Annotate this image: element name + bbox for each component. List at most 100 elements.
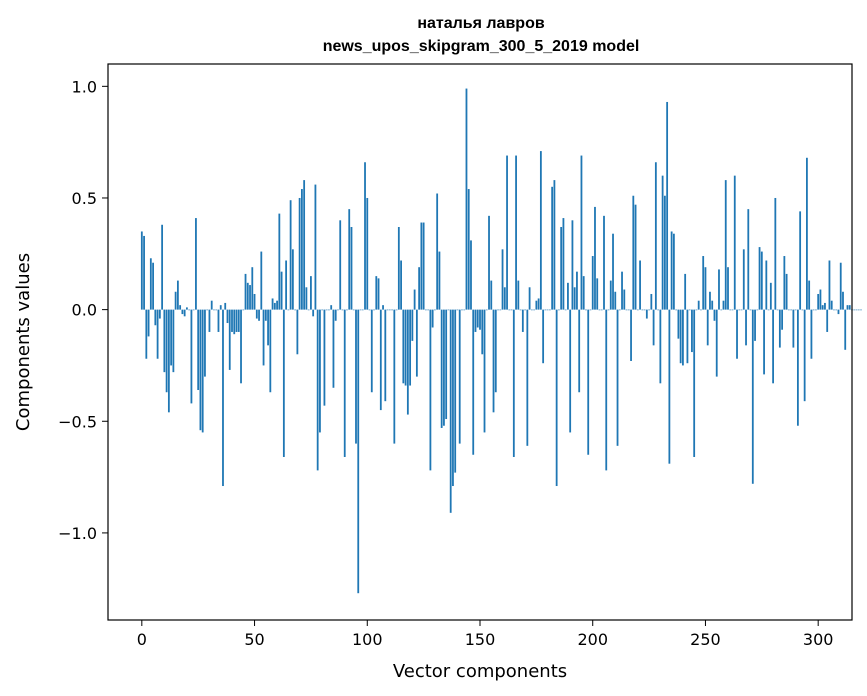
bar <box>587 309 590 455</box>
bar <box>483 309 486 433</box>
bar <box>481 309 484 355</box>
bar <box>260 251 263 310</box>
bar <box>853 309 856 311</box>
bar <box>564 309 567 311</box>
bar <box>343 309 346 457</box>
bar <box>544 309 547 311</box>
bar <box>287 309 290 311</box>
bar <box>235 309 238 332</box>
bar <box>510 309 513 311</box>
bar <box>195 218 197 310</box>
bar <box>618 309 621 311</box>
bar <box>562 218 565 310</box>
bar <box>375 276 378 310</box>
x-tick-label: 150 <box>465 630 496 649</box>
bar <box>555 309 558 487</box>
bar <box>494 309 497 393</box>
bar <box>158 309 161 319</box>
bar <box>745 309 747 346</box>
y-tick-label: −1.0 <box>58 524 97 543</box>
bar <box>296 309 299 355</box>
bar <box>666 101 669 310</box>
bar <box>337 309 339 311</box>
bar <box>285 260 288 310</box>
bar <box>242 309 245 311</box>
bar <box>163 309 166 373</box>
bar <box>474 309 477 332</box>
bar <box>828 260 831 310</box>
bar <box>742 249 745 310</box>
bar <box>219 305 222 310</box>
bar <box>312 309 315 317</box>
chart-title-line-2: news_upos_skipgram_300_5_2019 model <box>323 38 640 55</box>
bar <box>267 309 269 346</box>
bar <box>368 309 371 311</box>
bar <box>188 309 191 311</box>
bar <box>758 247 761 310</box>
bar <box>636 309 639 311</box>
bar <box>639 260 641 310</box>
bar <box>422 222 425 310</box>
bar <box>377 278 380 310</box>
bar <box>668 309 671 464</box>
bar <box>352 309 355 311</box>
bar <box>724 180 727 310</box>
bar <box>427 309 430 311</box>
bar <box>303 180 306 310</box>
bar <box>808 280 811 310</box>
bar <box>443 309 445 426</box>
bar <box>765 260 768 310</box>
bar <box>609 280 612 310</box>
bar <box>711 300 714 310</box>
bar <box>201 309 204 433</box>
bar <box>783 256 786 310</box>
bar <box>578 309 581 393</box>
bar <box>379 309 382 411</box>
bar <box>625 309 628 311</box>
bar <box>226 309 229 324</box>
bar <box>627 309 630 311</box>
bar <box>289 200 292 310</box>
bar <box>817 293 820 310</box>
bar <box>397 227 400 310</box>
bar <box>801 309 804 311</box>
bar <box>465 88 468 310</box>
bar <box>679 309 682 364</box>
bar <box>533 309 536 311</box>
bar <box>506 155 508 310</box>
bar <box>634 204 637 310</box>
bar <box>682 309 684 366</box>
bar <box>659 309 662 384</box>
bar <box>558 309 560 311</box>
bar <box>803 309 806 402</box>
bar <box>569 309 572 433</box>
bar <box>395 309 398 311</box>
bar <box>769 282 772 310</box>
bar <box>616 309 619 446</box>
bar <box>846 305 849 310</box>
chart-title: наталья лавров news_upos_skipgram_300_5_… <box>323 15 640 55</box>
bar <box>400 260 402 310</box>
bar <box>251 267 254 310</box>
bar <box>709 291 711 310</box>
bar <box>204 309 206 377</box>
bar <box>718 269 720 310</box>
bar <box>512 309 515 457</box>
bar <box>348 209 351 310</box>
bar <box>515 155 517 310</box>
bar <box>661 175 664 310</box>
y-tick-label: 1.0 <box>72 77 97 96</box>
bar <box>244 273 247 310</box>
bar <box>300 189 303 310</box>
bar <box>857 309 860 311</box>
bar <box>812 309 815 311</box>
bar <box>492 309 495 413</box>
bar <box>393 309 396 444</box>
bar <box>542 309 545 364</box>
bar <box>174 291 177 310</box>
x-tick-label: 250 <box>690 630 721 649</box>
bar <box>546 309 549 311</box>
y-tick-label: 0.5 <box>72 189 97 208</box>
bar <box>165 309 168 393</box>
bar <box>355 309 357 444</box>
